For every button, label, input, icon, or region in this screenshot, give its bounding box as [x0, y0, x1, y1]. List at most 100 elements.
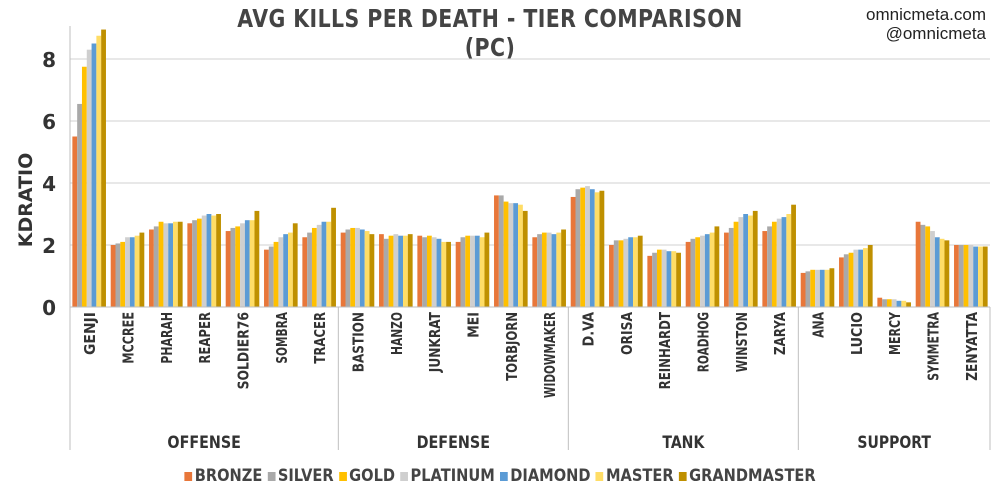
bar	[331, 207, 336, 307]
bar	[168, 223, 174, 307]
legend-swatch	[678, 471, 687, 481]
bar	[513, 203, 519, 307]
bar	[829, 268, 835, 307]
bar	[383, 238, 389, 307]
bar	[704, 234, 710, 307]
bar	[930, 231, 935, 307]
bar	[882, 299, 887, 307]
bar	[781, 217, 787, 307]
bar	[321, 221, 327, 307]
bar	[86, 49, 92, 307]
bar	[307, 232, 312, 307]
legend-swatch	[595, 471, 604, 481]
bar	[810, 269, 816, 307]
bar	[609, 245, 614, 307]
group-label: TANK	[662, 433, 705, 453]
legend-item: GRANDMASTER	[678, 466, 816, 486]
bar	[187, 223, 193, 307]
category-label: HANZO	[388, 312, 406, 355]
bar	[288, 232, 293, 307]
bar	[173, 221, 178, 307]
bar	[546, 232, 552, 307]
bar	[503, 201, 509, 307]
bar	[786, 214, 792, 307]
legend-swatch	[267, 471, 276, 481]
legend-item: DIAMOND	[499, 466, 591, 486]
bar	[805, 271, 811, 307]
bar	[115, 243, 121, 307]
bar	[494, 195, 499, 307]
bar	[379, 234, 384, 307]
bar	[724, 232, 729, 307]
bar	[762, 231, 768, 307]
bar	[853, 249, 859, 307]
bar	[633, 237, 638, 307]
bar	[848, 252, 854, 307]
legend-item: GOLD	[338, 466, 395, 486]
bar	[733, 221, 739, 307]
bar	[230, 227, 236, 307]
bar	[96, 35, 102, 307]
bar	[671, 251, 677, 307]
category-label: SOLDIER76	[235, 312, 253, 389]
bar	[541, 232, 547, 307]
category-label: MCCREE	[120, 312, 138, 364]
legend-item: SILVER	[267, 466, 334, 486]
category-label: TRACER	[311, 312, 329, 364]
bar	[637, 235, 643, 307]
bar	[460, 237, 466, 307]
bar	[235, 226, 241, 307]
bar	[858, 249, 864, 307]
category-label: ROADHOG	[695, 312, 713, 372]
group-label: DEFENSE	[417, 433, 491, 453]
bar	[398, 235, 404, 307]
y-tick-label: 0	[42, 296, 56, 320]
bar	[714, 226, 720, 307]
bar	[264, 249, 269, 307]
bar	[877, 297, 883, 307]
bar	[925, 226, 931, 307]
y-tick-label: 4	[42, 172, 56, 196]
bar	[843, 254, 849, 307]
bar	[867, 245, 873, 307]
bar	[944, 240, 950, 307]
group-label: SUPPORT	[857, 433, 931, 453]
bar	[72, 136, 78, 307]
category-label: SOMBRA	[273, 312, 291, 364]
category-label: TORBJORN	[503, 312, 521, 381]
bar	[216, 214, 221, 307]
bar	[101, 29, 106, 308]
legend: BRONZE SILVER GOLD PLATINUM DIAMOND MASTER GRA…	[0, 466, 1000, 486]
bar	[364, 231, 370, 307]
bar	[326, 221, 332, 307]
bar	[613, 240, 619, 307]
bar	[192, 220, 197, 307]
bar	[963, 245, 969, 307]
bar	[915, 221, 921, 307]
legend-items: BRONZE SILVER GOLD PLATINUM DIAMOND MASTER GRA…	[182, 466, 818, 486]
bar	[647, 255, 653, 307]
category-label: BASTION	[350, 312, 368, 372]
bar	[819, 269, 825, 307]
bar	[968, 245, 974, 307]
bar	[177, 221, 183, 307]
bar	[508, 203, 514, 307]
y-tick-label: 2	[42, 234, 56, 258]
category-label: WIDOWMAKER	[541, 312, 559, 398]
bar	[125, 237, 130, 307]
bar	[134, 235, 140, 307]
category-label: ORISA	[618, 312, 636, 355]
bar	[585, 186, 590, 307]
bar	[470, 235, 475, 307]
bar	[599, 190, 605, 307]
bar	[800, 272, 806, 307]
bar	[815, 269, 820, 307]
category-label: WINSTON	[733, 312, 751, 372]
category-label: ZARYA	[771, 312, 789, 355]
category-label: REAPER	[196, 312, 214, 364]
bar	[273, 241, 279, 307]
legend-swatch	[338, 471, 347, 481]
bar	[791, 204, 796, 307]
bar	[388, 235, 394, 307]
bar	[771, 221, 777, 307]
